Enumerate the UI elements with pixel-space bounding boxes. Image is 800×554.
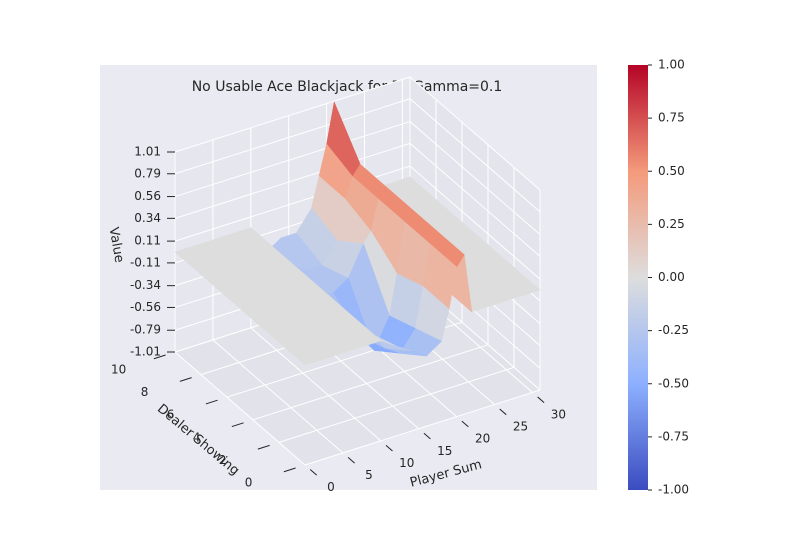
y-tick xyxy=(257,444,270,450)
x-tick xyxy=(385,444,393,452)
y-tick xyxy=(153,354,166,360)
grid-line xyxy=(174,121,411,198)
colorbar-tick-label: -0.75 xyxy=(658,429,689,443)
x-tick xyxy=(423,432,431,440)
y-tick-label: 2 xyxy=(219,453,227,467)
x-tick-label: 0 xyxy=(327,480,335,494)
grid-line xyxy=(409,76,541,191)
x-tick xyxy=(347,457,355,464)
y-tick xyxy=(205,399,218,405)
grid-line xyxy=(278,366,515,443)
grid-line xyxy=(174,351,306,466)
z-tick-label: -1.01 xyxy=(130,345,161,359)
z-tick-label: -0.34 xyxy=(130,278,161,292)
x-tick-label: 30 xyxy=(551,408,566,422)
z-tick-label: 0.11 xyxy=(134,234,161,248)
colorbar-tick-label: 1.00 xyxy=(658,58,685,72)
grid-line xyxy=(304,389,541,466)
y-tick-label: 8 xyxy=(141,385,149,399)
grid-line xyxy=(409,142,541,257)
x-tick xyxy=(499,408,507,416)
colorbar-tick-label: -0.50 xyxy=(658,376,689,390)
x-tick xyxy=(461,420,469,428)
x-tick-label: 5 xyxy=(365,468,373,482)
x-tick-label: 10 xyxy=(399,456,414,470)
y-tick-label: 10 xyxy=(111,363,126,377)
x-tick-label: 20 xyxy=(475,432,490,446)
grid-line xyxy=(409,98,541,213)
surface-patch xyxy=(278,329,344,366)
x-tick xyxy=(309,469,318,476)
y-tick-label: 0 xyxy=(245,476,253,490)
colorbar-tick-label: -0.25 xyxy=(658,323,689,337)
x-tick xyxy=(537,396,545,403)
y-tick xyxy=(231,422,244,428)
z-tick-label: 0.56 xyxy=(134,189,161,203)
grid-line xyxy=(174,98,411,175)
y-tick xyxy=(283,467,296,473)
y-tick-label: 4 xyxy=(193,430,201,444)
y-tick-label: 6 xyxy=(167,408,175,422)
colorbar-tick-label: -1.00 xyxy=(658,483,689,497)
grid-line xyxy=(174,142,411,219)
grid-line xyxy=(212,339,344,454)
z-tick-label: -0.79 xyxy=(130,323,161,337)
grid-line xyxy=(174,76,411,153)
grid-line xyxy=(252,344,489,421)
colorbar-tick-label: 0.00 xyxy=(658,270,685,284)
x-tick-label: 15 xyxy=(437,444,452,458)
colorbar-tick-label: 0.75 xyxy=(658,111,685,125)
z-tick-label: 0.34 xyxy=(134,211,161,225)
grid-line xyxy=(409,165,541,280)
grid-line xyxy=(250,327,382,442)
x-tick-label: 25 xyxy=(513,420,528,434)
y-tick xyxy=(179,377,192,382)
colorbar-tick-label: 0.25 xyxy=(658,217,685,231)
z-axis-label: Value xyxy=(106,226,127,264)
grid-line xyxy=(409,121,541,235)
z-tick-label: -0.56 xyxy=(130,300,161,314)
colorbar xyxy=(628,65,648,490)
z-tick-label: 1.01 xyxy=(134,145,161,159)
chart-title: No Usable Ace Blackjack for PI, Gamma=0.… xyxy=(192,79,503,95)
colorbar-tick-label: 0.50 xyxy=(658,164,685,178)
z-tick-label: 0.79 xyxy=(134,166,161,180)
z-tick-label: -0.11 xyxy=(130,255,161,269)
